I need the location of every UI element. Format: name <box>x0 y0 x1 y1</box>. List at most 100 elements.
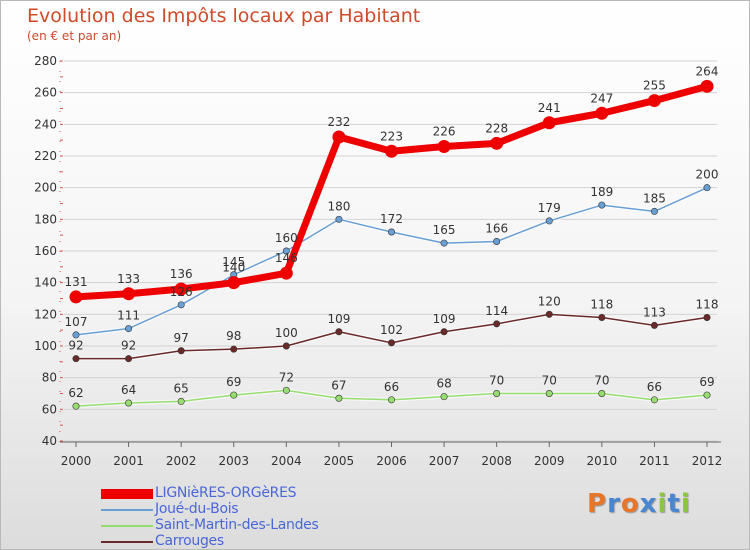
data-label: 120 <box>538 294 561 308</box>
data-label: 160 <box>275 231 298 245</box>
logo-letter: o <box>620 489 640 519</box>
data-label: 172 <box>380 212 403 226</box>
data-label: 136 <box>170 267 193 281</box>
data-label: 114 <box>485 304 508 318</box>
data-label-layer: 62 64 65 69 72 67 66 68 70 70 70 66 69 92 92 97 98 100 109… <box>65 64 719 400</box>
x-tick-label: 2000 <box>61 454 92 468</box>
data-label: 228 <box>485 121 508 135</box>
data-label: 118 <box>696 298 719 312</box>
data-label: 179 <box>538 201 561 215</box>
axis-layer: 40 60 80 100 120 140 160 180 200 220 240 260 280 2000… <box>34 54 722 468</box>
x-tick-label: 2011 <box>639 454 670 468</box>
data-point <box>440 328 448 336</box>
data-point <box>700 79 714 93</box>
data-point <box>282 247 290 255</box>
data-label: 200 <box>696 168 719 182</box>
chart-title: Evolution des Impôts locaux par Habitant <box>27 5 421 27</box>
data-label: 165 <box>433 223 456 237</box>
x-tick-label: 2007 <box>429 454 460 468</box>
data-point <box>650 321 658 329</box>
data-label: 92 <box>121 339 136 353</box>
x-tick-label: 2006 <box>376 454 407 468</box>
data-label: 100 <box>275 326 298 340</box>
data-label: 72 <box>279 370 294 384</box>
data-label: 145 <box>222 255 245 269</box>
data-label: 92 <box>68 339 83 353</box>
data-point <box>545 217 553 225</box>
data-point <box>282 386 290 394</box>
x-tick-label: 2004 <box>271 454 302 468</box>
data-point <box>122 287 136 301</box>
data-point <box>69 290 83 304</box>
data-point <box>177 347 185 355</box>
data-point <box>598 313 606 321</box>
data-point <box>440 393 448 401</box>
data-point <box>332 130 346 144</box>
y-tick-label: 160 <box>34 244 57 258</box>
data-label: 255 <box>643 79 666 93</box>
data-label: 223 <box>380 129 403 143</box>
data-label: 66 <box>647 380 662 394</box>
x-tick-label: 2008 <box>481 454 512 468</box>
legend-swatch <box>101 525 153 527</box>
y-tick-label: 180 <box>34 212 57 226</box>
x-tick-label: 2002 <box>166 454 197 468</box>
data-point <box>595 106 609 120</box>
logo-letter: i <box>657 489 668 519</box>
y-tick-label: 200 <box>34 181 57 195</box>
series-halo <box>75 185 708 337</box>
data-label: 133 <box>117 272 140 286</box>
y-tick-label: 60 <box>42 402 57 416</box>
data-point <box>493 389 501 397</box>
data-label: 70 <box>542 374 557 388</box>
data-label: 140 <box>222 261 245 275</box>
logo-letter: P <box>587 489 608 519</box>
data-label: 226 <box>433 125 456 139</box>
data-point <box>545 389 553 397</box>
legend-label: Joué-du-Bois <box>155 501 239 517</box>
data-point <box>72 355 80 363</box>
data-label: 65 <box>174 381 189 395</box>
series-layer <box>69 79 714 410</box>
data-label: 64 <box>121 383 136 397</box>
data-point <box>387 228 395 236</box>
data-point <box>72 402 80 410</box>
data-point <box>650 396 658 404</box>
data-label: 264 <box>696 64 719 78</box>
data-point <box>282 342 290 350</box>
legend-label: Saint-Martin-des-Landes <box>155 517 319 533</box>
logo-letter: r <box>607 489 621 519</box>
x-tick-label: 2005 <box>324 454 355 468</box>
data-point <box>335 328 343 336</box>
data-label: 185 <box>643 191 666 205</box>
data-label: 131 <box>65 275 88 289</box>
legend-label: LIGNièRES-ORGèRES <box>155 485 297 501</box>
y-tick-label: 40 <box>42 434 57 448</box>
legend-swatch <box>101 489 153 499</box>
data-label: 232 <box>327 115 350 129</box>
data-point <box>598 389 606 397</box>
data-point <box>125 325 133 333</box>
data-point <box>440 239 448 247</box>
data-point <box>703 313 711 321</box>
data-point <box>703 184 711 192</box>
x-tick-label: 2003 <box>218 454 249 468</box>
y-tick-label: 260 <box>34 86 57 100</box>
data-label: 70 <box>489 374 504 388</box>
chart-subtitle: (en € et par an) <box>27 29 122 43</box>
data-point <box>387 339 395 347</box>
data-label: 113 <box>643 305 666 319</box>
data-point <box>542 116 556 130</box>
y-tick-label: 120 <box>34 307 57 321</box>
series-line <box>75 186 708 336</box>
data-label: 146 <box>275 251 298 265</box>
data-label: 97 <box>174 331 189 345</box>
legend-swatch <box>101 509 153 511</box>
y-tick-label: 240 <box>34 117 57 131</box>
data-label: 118 <box>590 298 613 312</box>
data-point <box>650 207 658 215</box>
data-label: 68 <box>436 377 451 391</box>
data-label: 69 <box>226 375 241 389</box>
